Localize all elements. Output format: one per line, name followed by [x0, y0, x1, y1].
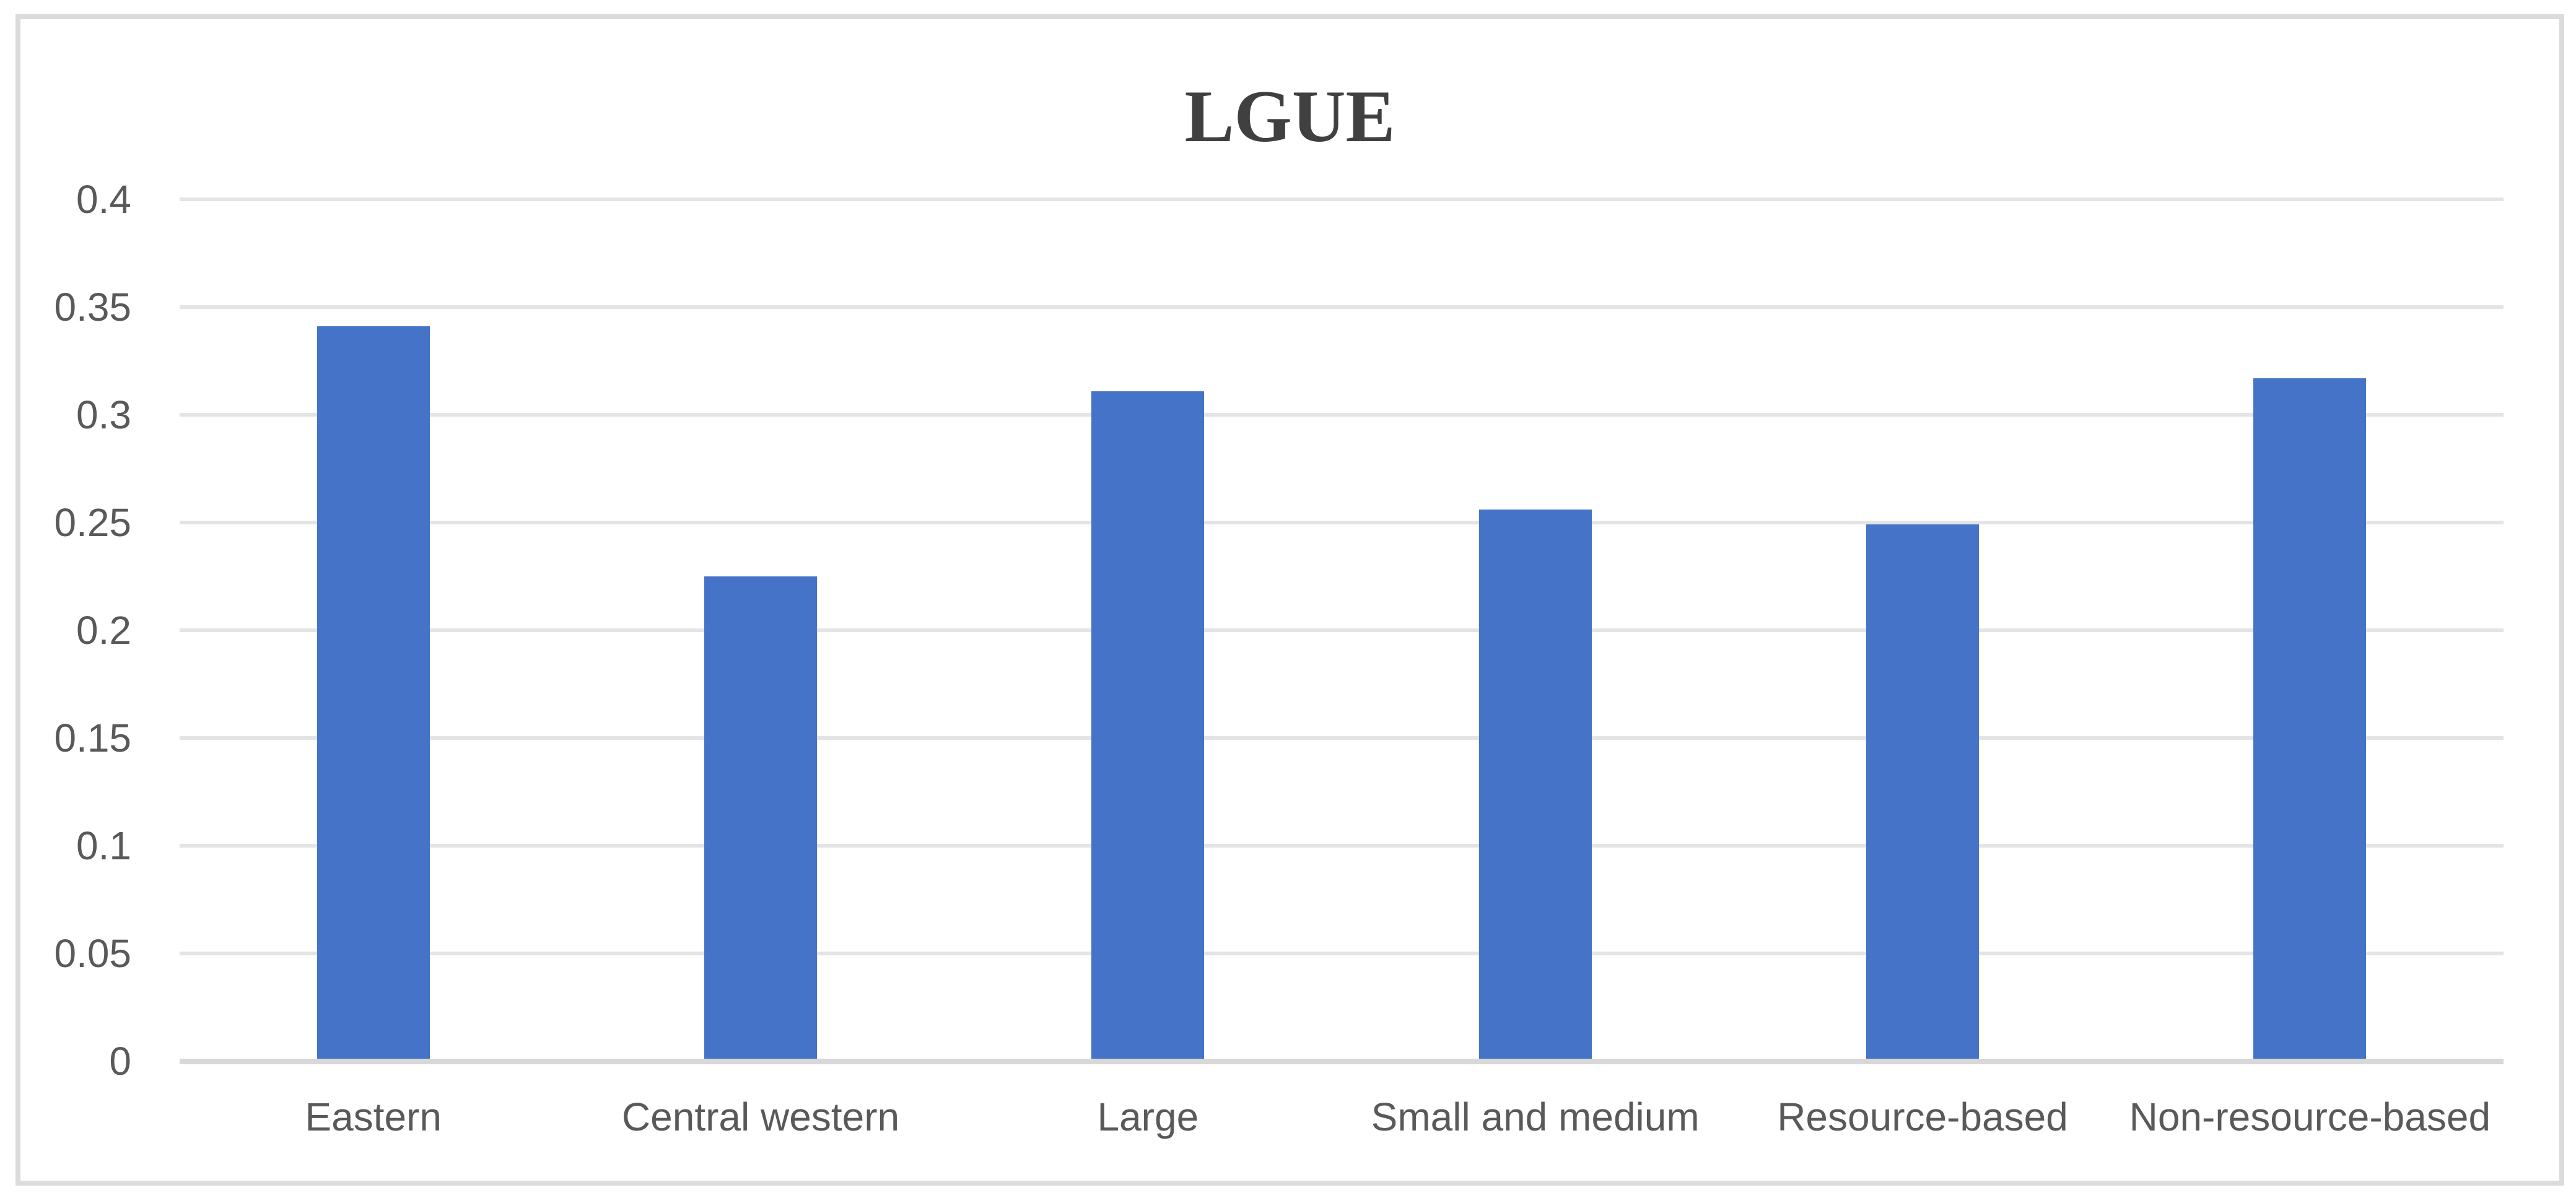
y-axis-tick-label: 0: [109, 1039, 131, 1083]
y-axis-tick-label: 0.25: [54, 500, 131, 545]
gridline-0-3: [180, 413, 2504, 417]
bar-small-and-medium: [1478, 510, 1592, 1061]
x-axis-category-label: Large: [1097, 1095, 1199, 1139]
gridline-0-4: [180, 197, 2504, 201]
x-axis-line: [180, 1059, 2504, 1064]
y-axis-tick-label: 0.4: [76, 177, 131, 222]
x-axis-category-label: Central western: [621, 1095, 900, 1139]
chart-title: LGUE: [1184, 75, 1395, 157]
x-axis-category-label: Eastern: [305, 1095, 442, 1139]
x-axis-category-label: Small and medium: [1371, 1095, 1700, 1139]
gridline-0-1: [180, 844, 2504, 848]
gridline-0-25: [180, 521, 2504, 524]
y-axis-tick-label: 0.35: [54, 285, 131, 329]
x-axis-category-label: Non-resource-based: [2129, 1095, 2491, 1139]
bar-resource-based: [1866, 524, 1979, 1061]
bar-eastern: [317, 326, 430, 1061]
bar-central-western: [704, 576, 817, 1061]
gridline-0-05: [180, 952, 2504, 955]
x-axis-category-label: Resource-based: [1777, 1095, 2068, 1139]
bar-non-resource-based: [2253, 378, 2367, 1061]
y-axis-tick-label: 0.15: [54, 716, 131, 760]
y-axis-tick-label: 0.05: [54, 931, 131, 976]
figure-border: LGUE: [15, 14, 2564, 1186]
y-axis-tick-label: 0.3: [76, 393, 131, 437]
bar-large: [1091, 391, 1205, 1061]
y-axis-tick-label: 0.1: [76, 823, 131, 868]
gridline-0-35: [180, 305, 2504, 309]
gridline-0-2: [180, 628, 2504, 632]
gridline-0-15: [180, 736, 2504, 740]
y-axis-tick-label: 0.2: [76, 608, 131, 653]
